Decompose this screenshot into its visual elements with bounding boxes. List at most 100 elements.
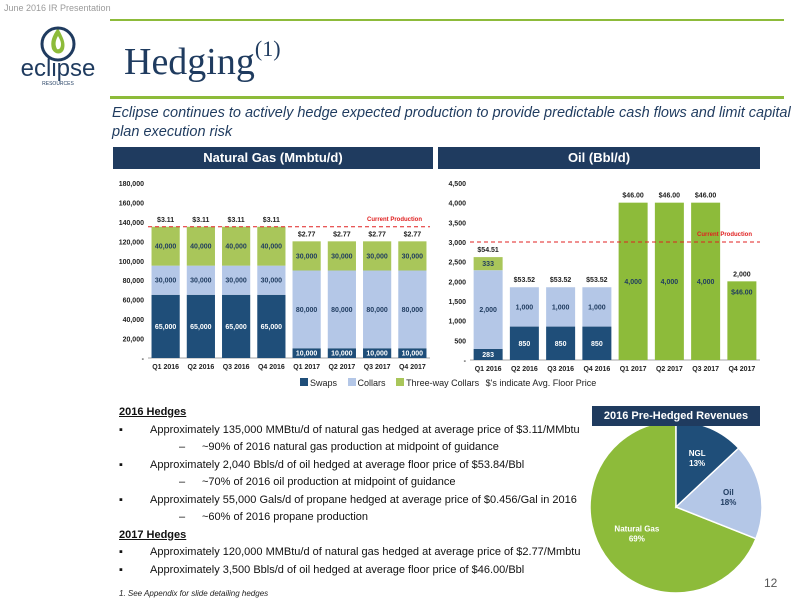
gas-bar-segment — [398, 241, 427, 271]
gas-ytick-label: 20,000 — [123, 337, 145, 344]
bullet-gas-2017: Approximately 120,000 MMBtu/d of natural… — [119, 544, 589, 562]
oil-ytick-label: 3,500 — [448, 220, 466, 227]
oil-price-label: $53.52 — [586, 277, 608, 284]
gas-bar-segment — [257, 226, 286, 266]
gas-price-label: $2.77 — [368, 231, 386, 238]
gas-bar-segment — [363, 348, 392, 358]
legend-swaps: Swaps — [300, 378, 337, 388]
oil-bar-segment — [473, 348, 503, 360]
gas-segment-label: 10,000 — [296, 351, 318, 358]
bullet-oil-2016: Approximately 2,040 Bbls/d of oil hedged… — [119, 457, 589, 475]
oil-segment-label: 4,000 — [697, 279, 715, 286]
oil-ytick-label: 1,500 — [448, 299, 466, 306]
oil-category-label: Q4 2016 — [583, 366, 610, 373]
gas-category-label: Q2 2016 — [187, 364, 214, 371]
oil-segment-label: 333 — [482, 261, 494, 268]
pie-value-label: 69% — [629, 535, 645, 544]
gas-bar-segment — [292, 241, 321, 271]
gas-bar-segment — [257, 265, 286, 295]
gas-current-production-label: Current Production — [367, 217, 422, 223]
oil-segment-label: 850 — [555, 341, 567, 348]
oil-segment-label: 850 — [519, 341, 531, 348]
oil-segment-label: 1,000 — [588, 304, 606, 311]
pie-value-label: 18% — [720, 498, 736, 507]
oil-ytick-label: 1,000 — [448, 319, 466, 326]
gas-bar-segment — [222, 294, 251, 358]
svg-text:RESOURCES: RESOURCES — [42, 81, 74, 87]
gas-bar-segment — [186, 265, 215, 295]
gas-ytick-label: 180,000 — [119, 181, 144, 188]
gas-price-label: $2.77 — [404, 231, 422, 238]
oil-category-label: Q2 2017 — [656, 366, 683, 373]
gas-ytick-label: - — [142, 356, 145, 363]
gas-price-label: $3.11 — [157, 217, 174, 224]
oil-segment-label: 2,000 — [479, 307, 497, 314]
gas-ytick-label: 100,000 — [119, 259, 144, 266]
gas-category-label: Q3 2016 — [223, 364, 250, 371]
bullet-propane-2016: Approximately 55,000 Gals/d of propane h… — [119, 492, 589, 510]
gas-bar-segment — [292, 348, 321, 358]
oil-price-label: $53.52 — [550, 277, 572, 284]
oil-category-label: Q1 2017 — [620, 366, 647, 373]
gas-price-label: $2.77 — [298, 231, 316, 238]
oil-bar-segment — [582, 326, 612, 360]
eclipse-logo: eclipse RESOURCES — [21, 26, 96, 87]
oil-segment-label: 1,000 — [516, 304, 534, 311]
oil-bar-segment — [618, 202, 648, 360]
oil-price-label: $46.00 — [622, 193, 644, 200]
gas-segment-label: 80,000 — [296, 307, 318, 314]
gas-segment-label: 40,000 — [190, 244, 212, 251]
gas-price-label: $3.11 — [228, 217, 245, 224]
oil-price-label: $53.52 — [514, 277, 536, 284]
footnote: 1. See Appendix for slide detailing hedg… — [119, 589, 269, 598]
subbullet-propane-2016: ~60% of 2016 propane production — [119, 509, 589, 527]
heading-2016-hedges: 2016 Hedges — [119, 406, 187, 418]
legend-collars-swatch — [347, 378, 356, 386]
oil-category-label: Q3 2017 — [692, 366, 719, 373]
gas-category-label: Q3 2017 — [364, 364, 391, 371]
gas-segment-label: 80,000 — [366, 307, 388, 314]
oil-category-label: Q1 2016 — [475, 366, 502, 373]
oil-chart-header: Oil (Bbl/d) — [438, 147, 760, 169]
bullet-oil-2017: Approximately 3,500 Bbls/d of oil hedged… — [119, 562, 589, 580]
oil-ytick-label: 3,000 — [448, 240, 466, 247]
gas-bar-segment — [222, 226, 251, 266]
svg-text:eclipse: eclipse — [21, 55, 96, 82]
gas-segment-label: 65,000 — [190, 324, 212, 331]
oil-ytick-label: 4,000 — [448, 201, 466, 208]
gas-bar-segment — [151, 265, 180, 295]
gas-ytick-label: 120,000 — [119, 239, 144, 246]
subbullet-gas-2016: ~90% of 2016 natural gas production at m… — [119, 439, 589, 457]
gas-bar-segment — [257, 294, 286, 358]
oil-ytick-label: 2,500 — [448, 260, 466, 267]
gas-category-label: Q1 2016 — [152, 364, 179, 371]
oil-total-label: 2,000 — [733, 271, 751, 278]
gas-category-label: Q2 2017 — [328, 364, 355, 371]
gas-bar-segment — [327, 270, 356, 349]
gas-segment-label: 30,000 — [261, 278, 283, 285]
subbullet-oil-2016: ~70% of 2016 oil production at midpoint … — [119, 474, 589, 492]
gas-price-label: $2.77 — [333, 231, 351, 238]
presentation-date: June 2016 IR Presentation — [4, 3, 111, 13]
oil-category-label: Q3 2016 — [547, 366, 574, 373]
oil-bar-segment — [473, 257, 503, 271]
chart-legend: Swaps Collars Three-way Collars $'s indi… — [300, 378, 596, 388]
oil-bar-segment — [509, 326, 539, 360]
gas-bar-segment — [186, 226, 215, 266]
gas-ytick-label: 140,000 — [119, 220, 144, 227]
gas-segment-label: 80,000 — [402, 307, 424, 314]
oil-segment-label: 1,000 — [552, 304, 570, 311]
gas-segment-label: 40,000 — [225, 244, 247, 251]
oil-bar-segment — [727, 281, 757, 360]
legend-swaps-swatch — [300, 378, 308, 386]
gas-ytick-label: 80,000 — [123, 278, 145, 285]
gas-category-label: Q4 2017 — [399, 364, 426, 371]
pie-chart-header: 2016 Pre-Hedged Revenues — [592, 406, 760, 426]
gas-segment-label: 30,000 — [296, 253, 318, 260]
gas-bar-segment — [327, 348, 356, 358]
gas-bar-segment — [398, 348, 427, 358]
gas-segment-label: 30,000 — [225, 278, 247, 285]
gas-segment-label: 65,000 — [261, 324, 283, 331]
title-footnote-ref: (1) — [254, 36, 281, 61]
